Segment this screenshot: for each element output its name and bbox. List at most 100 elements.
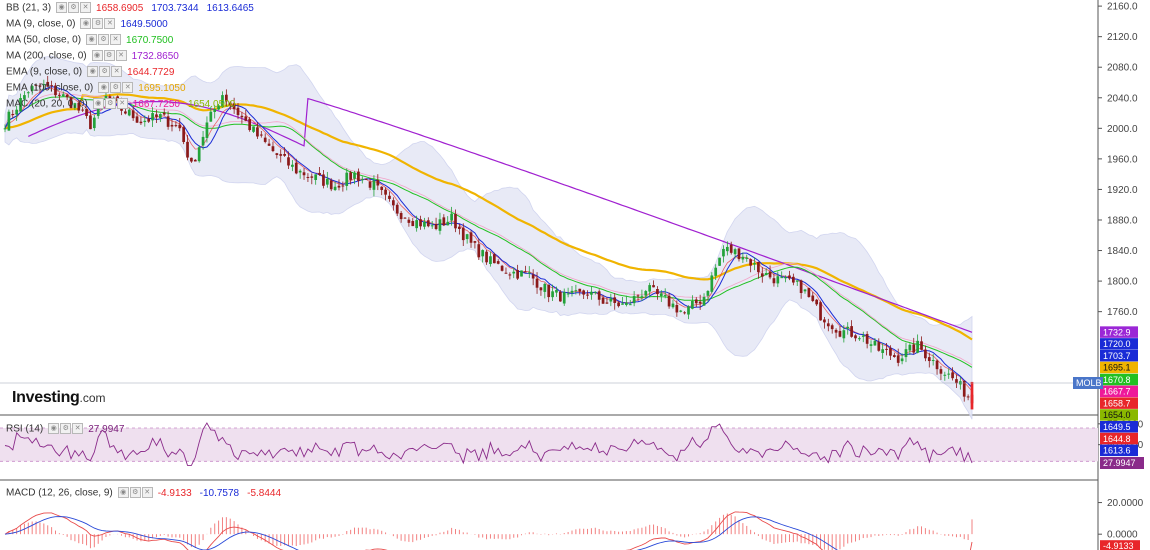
candle-body [873,340,877,346]
rsi-legend-controls[interactable]: ◉ ⚙ ✕ [48,423,84,435]
eye-icon[interactable]: ◉ [48,423,60,434]
macd-badge-label: -4.9133 [1103,541,1134,550]
legend-controls[interactable]: ◉ ⚙ ✕ [91,50,128,62]
candle-body [834,329,838,333]
close-icon[interactable]: ✕ [122,82,134,93]
candle-body [61,94,65,97]
eye-icon[interactable]: ◉ [87,66,99,77]
candle-body [838,330,842,337]
gear-icon[interactable]: ⚙ [98,34,110,45]
candle-body [865,333,869,344]
candle-body [558,291,562,302]
candle-body [590,291,593,295]
candle-body [96,105,100,116]
axis-tick-label: 1960.0 [1107,154,1138,165]
candle-body [454,213,457,229]
candle-body [625,302,628,305]
mac-line [4,93,973,366]
price-badge [1100,432,1138,445]
candle-body [788,275,791,279]
candle-body [190,157,193,162]
ma-9-line [4,86,973,388]
ma-200-line [28,97,973,333]
close-icon[interactable]: ✕ [141,487,153,498]
candle-body [458,226,461,229]
axis-tick-label: 1760.0 [1107,307,1138,318]
candle-body [718,257,721,266]
legend-controls[interactable]: ◉ ⚙ ✕ [98,82,134,94]
candle-body [232,103,236,110]
gear-icon[interactable]: ⚙ [99,66,111,77]
candle-body [391,200,395,206]
eye-icon[interactable]: ◉ [80,18,92,29]
legend-controls[interactable]: ◉ ⚙ ✕ [87,66,123,78]
candle-body [659,293,663,296]
candle-body [966,396,970,398]
candle-body [15,109,19,115]
gear-icon[interactable]: ⚙ [110,82,122,93]
eye-icon[interactable]: ◉ [86,34,98,45]
close-icon[interactable]: ✕ [110,34,122,45]
eye-icon[interactable]: ◉ [91,50,103,61]
gear-icon[interactable]: ⚙ [92,18,104,29]
candle-body [182,127,185,143]
legend-row: MA (200, close, 0) ◉ ⚙ ✕ 1732.8650 [6,50,187,63]
candle-body [562,292,566,304]
candle-body [310,176,314,178]
price-badge-label: 1703.7 [1103,351,1131,361]
candle-body [803,289,807,292]
eye-icon[interactable]: ◉ [117,487,129,498]
eye-icon[interactable]: ◉ [92,98,104,109]
gear-icon[interactable]: ⚙ [103,50,115,61]
candle-body [904,349,908,358]
price-badge-label: 1667.7 [1103,387,1131,397]
candle-body [306,176,310,178]
candle-body [504,272,508,274]
macd-axis-tick-label: 20.0000 [1107,498,1144,509]
candle-body [551,291,554,298]
candle-body [368,181,372,188]
candle-body [158,114,162,119]
legend-controls[interactable]: ◉ ⚙ ✕ [92,98,129,110]
candle-body [291,164,294,167]
close-icon[interactable]: ✕ [116,98,128,109]
candle-body [539,287,543,291]
close-icon[interactable]: ✕ [80,2,92,13]
candle-body [811,295,815,301]
candle-body [636,295,640,297]
candle-body [912,344,916,353]
rsi-panel[interactable] [0,422,1098,466]
price-badge [1100,397,1138,409]
close-icon[interactable]: ✕ [115,50,127,61]
candle-body [446,221,450,226]
eye-icon[interactable]: ◉ [56,2,68,13]
candle-body [329,180,333,190]
candle-body [419,219,422,227]
macd-legend-controls[interactable]: ◉ ⚙ ✕ [117,487,154,499]
gear-icon[interactable]: ⚙ [104,98,116,109]
gear-icon[interactable]: ⚙ [129,487,141,498]
close-icon[interactable]: ✕ [72,423,84,434]
close-icon[interactable]: ✕ [104,18,116,29]
candle-body [186,141,189,158]
gear-icon[interactable]: ⚙ [68,2,80,13]
candle-body [473,241,477,243]
axis-tick-label: 1840.0 [1107,246,1138,257]
legend-controls[interactable]: ◉ ⚙ ✕ [56,2,92,14]
legend-controls[interactable]: ◉ ⚙ ✕ [86,34,122,46]
candle-body [469,232,473,243]
eye-icon[interactable]: ◉ [98,82,110,93]
legend-controls[interactable]: ◉ ⚙ ✕ [80,18,116,30]
candle-body [228,102,232,106]
close-icon[interactable]: ✕ [111,66,123,77]
price-panel[interactable] [0,55,1098,420]
axis-tick-label: 2160.0 [1107,2,1138,13]
candle-body [951,372,954,379]
candle-body [411,221,415,227]
candle-body [170,124,174,127]
gear-icon[interactable]: ⚙ [60,423,72,434]
candle-body [135,116,139,123]
candle-body [42,84,46,86]
macd-panel[interactable] [4,511,973,550]
